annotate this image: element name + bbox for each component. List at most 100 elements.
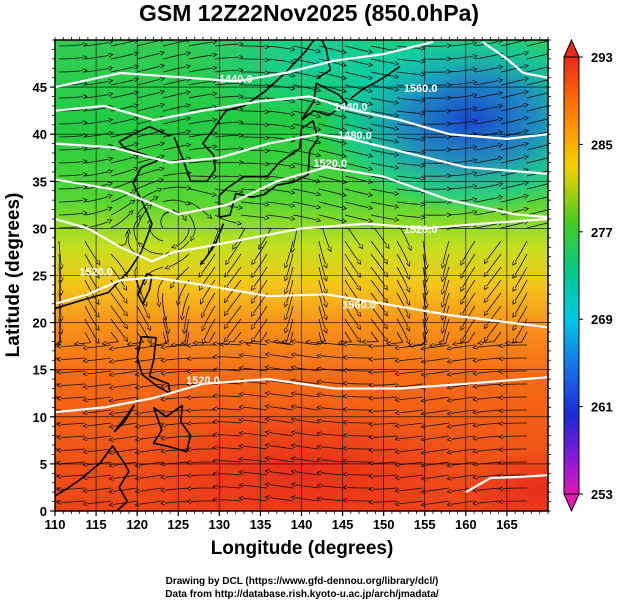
- streamline-arrow: [498, 143, 504, 148]
- streamline-arrow: [225, 259, 230, 266]
- streamline: [399, 422, 424, 427]
- streamline-arrow: [82, 55, 88, 60]
- streamline: [451, 344, 476, 349]
- streamline-arrow: [160, 461, 166, 467]
- streamline: [216, 356, 242, 359]
- streamline-arrow: [460, 299, 465, 305]
- streamline-arrow: [190, 236, 195, 242]
- streamline-arrow: [130, 199, 136, 205]
- streamline-arrow: [550, 90, 554, 94]
- streamline: [190, 357, 215, 359]
- streamline: [226, 292, 242, 313]
- streamline-arrow: [498, 78, 504, 83]
- y-tick-label: 0: [40, 504, 47, 519]
- streamline: [216, 499, 242, 502]
- streamline-arrow: [446, 371, 452, 377]
- streamline: [188, 188, 213, 195]
- streamline-arrow: [82, 488, 88, 494]
- streamline-arrow: [82, 358, 88, 364]
- x-tick-label: 140: [291, 517, 313, 532]
- streamline-arrow: [550, 220, 554, 224]
- streamline: [240, 201, 265, 205]
- streamline: [462, 266, 476, 288]
- streamline-arrow: [316, 483, 322, 489]
- streamline-arrow: [394, 475, 400, 481]
- streamline-arrow: [160, 344, 166, 350]
- streamline-arrow: [123, 324, 129, 330]
- streamline: [58, 212, 83, 216]
- streamline: [425, 357, 450, 362]
- streamline-arrow: [472, 93, 478, 98]
- streamline: [477, 344, 502, 348]
- streamline-arrow: [368, 460, 374, 466]
- streamline-arrow: [238, 146, 244, 152]
- streamline: [474, 80, 499, 86]
- streamline-arrow: [82, 185, 88, 190]
- x-tick-label: 150: [373, 517, 395, 532]
- streamline: [214, 121, 239, 125]
- streamline: [344, 97, 369, 104]
- streamline-arrow: [384, 243, 390, 250]
- streamline-arrow: [238, 67, 244, 73]
- streamline-arrow: [250, 337, 256, 343]
- streamline-arrow: [284, 289, 289, 295]
- streamline-arrow: [440, 289, 446, 295]
- streamline-arrow: [472, 158, 478, 163]
- streamline: [60, 474, 86, 477]
- streamline-arrow: [186, 408, 192, 413]
- coastline: [199, 223, 225, 265]
- y-tick-label: 20: [33, 316, 47, 331]
- x-tick-label: 160: [455, 517, 477, 532]
- streamline-arrow: [264, 44, 270, 50]
- streamline: [214, 69, 239, 73]
- streamline-arrow: [342, 420, 348, 425]
- streamline-arrow: [316, 392, 322, 398]
- streamline: [295, 458, 320, 463]
- streamline-arrow: [420, 398, 426, 403]
- streamline-arrow: [160, 422, 166, 428]
- streamline: [285, 279, 294, 304]
- streamline-arrow: [290, 46, 296, 52]
- streamline-arrow: [315, 204, 322, 210]
- streamline-arrow: [290, 203, 296, 208]
- streamline: [87, 422, 112, 427]
- streamline-arrow: [56, 396, 62, 401]
- streamline: [140, 245, 164, 255]
- streamline-arrow: [498, 486, 504, 491]
- streamline-arrow: [108, 398, 114, 403]
- streamline-arrow: [498, 395, 504, 400]
- streamline: [162, 105, 187, 112]
- streamline: [477, 409, 502, 413]
- streamline: [87, 409, 112, 414]
- streamline-arrow: [420, 476, 426, 481]
- streamline-arrow: [341, 205, 348, 211]
- streamline-arrow: [367, 75, 374, 80]
- streamline-arrow: [367, 153, 374, 158]
- streamline-arrow: [361, 339, 367, 345]
- streamline: [87, 448, 112, 453]
- streamline: [165, 435, 190, 439]
- streamline: [188, 54, 213, 60]
- streamline-arrow: [290, 469, 296, 475]
- streamline: [399, 357, 424, 362]
- streamline: [344, 110, 369, 117]
- streamline: [84, 171, 109, 177]
- streamline: [60, 461, 86, 464]
- streamline: [190, 435, 215, 437]
- streamline-arrow: [138, 242, 143, 248]
- streamline-arrow: [342, 472, 348, 477]
- streamline-arrow: [224, 337, 229, 343]
- streamline-arrow: [238, 430, 244, 436]
- streamline: [190, 448, 215, 450]
- streamline-arrow: [523, 142, 530, 147]
- geopotential-contour: [55, 95, 548, 140]
- streamline: [162, 172, 187, 177]
- streamline-arrow: [160, 370, 166, 376]
- streamline: [396, 58, 421, 62]
- streamline-arrow: [264, 469, 270, 474]
- streamline-arrow: [323, 263, 328, 269]
- streamline-arrow: [182, 329, 187, 335]
- streamline: [477, 383, 502, 387]
- streamline: [526, 183, 548, 190]
